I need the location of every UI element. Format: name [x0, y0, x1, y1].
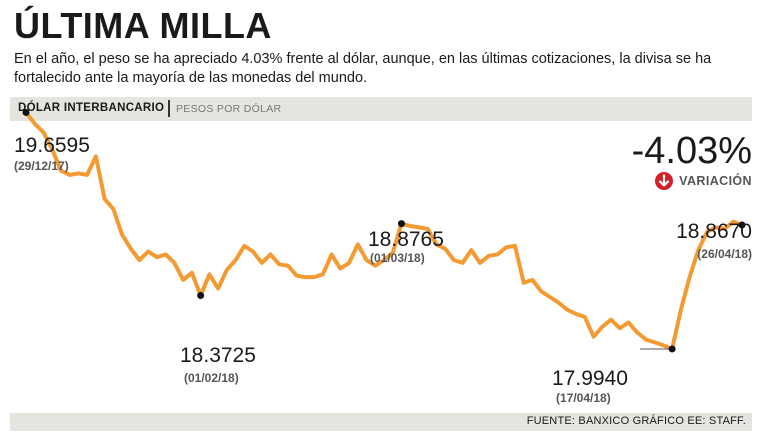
highlight-value-label: 18.8670 — [676, 220, 752, 243]
series-label: DÓLAR INTERBANCARIO — [18, 102, 165, 114]
highlight-point — [738, 221, 746, 229]
band-separator — [168, 100, 170, 117]
variation-value: -4.03% — [631, 130, 752, 172]
down-arrow-icon — [655, 172, 674, 190]
chart-subtitle: En el año, el peso se ha apreciado 4.03%… — [14, 51, 712, 86]
chart-title: ÚLTIMA MILLA — [14, 5, 272, 46]
unit-label: PESOS POR DÓLAR — [176, 103, 282, 115]
highlight-date-label: (29/12/17) — [14, 159, 69, 173]
highlight-value-label: 17.9940 — [552, 367, 628, 390]
highlight-date-label: (01/03/18) — [370, 251, 425, 265]
highlight-date-label: (17/04/18) — [556, 391, 611, 405]
highlight-value-label: 18.8765 — [368, 228, 444, 251]
highlight-point — [668, 345, 676, 353]
highlight-point — [22, 108, 30, 116]
highlight-date-label: (01/02/18) — [184, 371, 239, 385]
highlight-value-label: 19.6595 — [14, 134, 90, 157]
highlight-date-label: (26/04/18) — [697, 247, 752, 261]
highlight-value-label: 18.3725 — [180, 344, 256, 367]
highlight-point — [397, 220, 405, 228]
series-band: DÓLAR INTERBANCARIO PESOS POR DÓLAR — [10, 97, 752, 121]
highlight-point — [197, 292, 205, 300]
series-line — [24, 110, 744, 351]
variation-label-row: VARIACIÓN — [655, 172, 752, 190]
source-note: FUENTE: BANXICO GRÁFICO EE: STAFF. — [526, 415, 746, 427]
variation-label: VARIACIÓN — [679, 174, 752, 188]
footer-band: FUENTE: BANXICO GRÁFICO EE: STAFF. — [10, 413, 752, 431]
